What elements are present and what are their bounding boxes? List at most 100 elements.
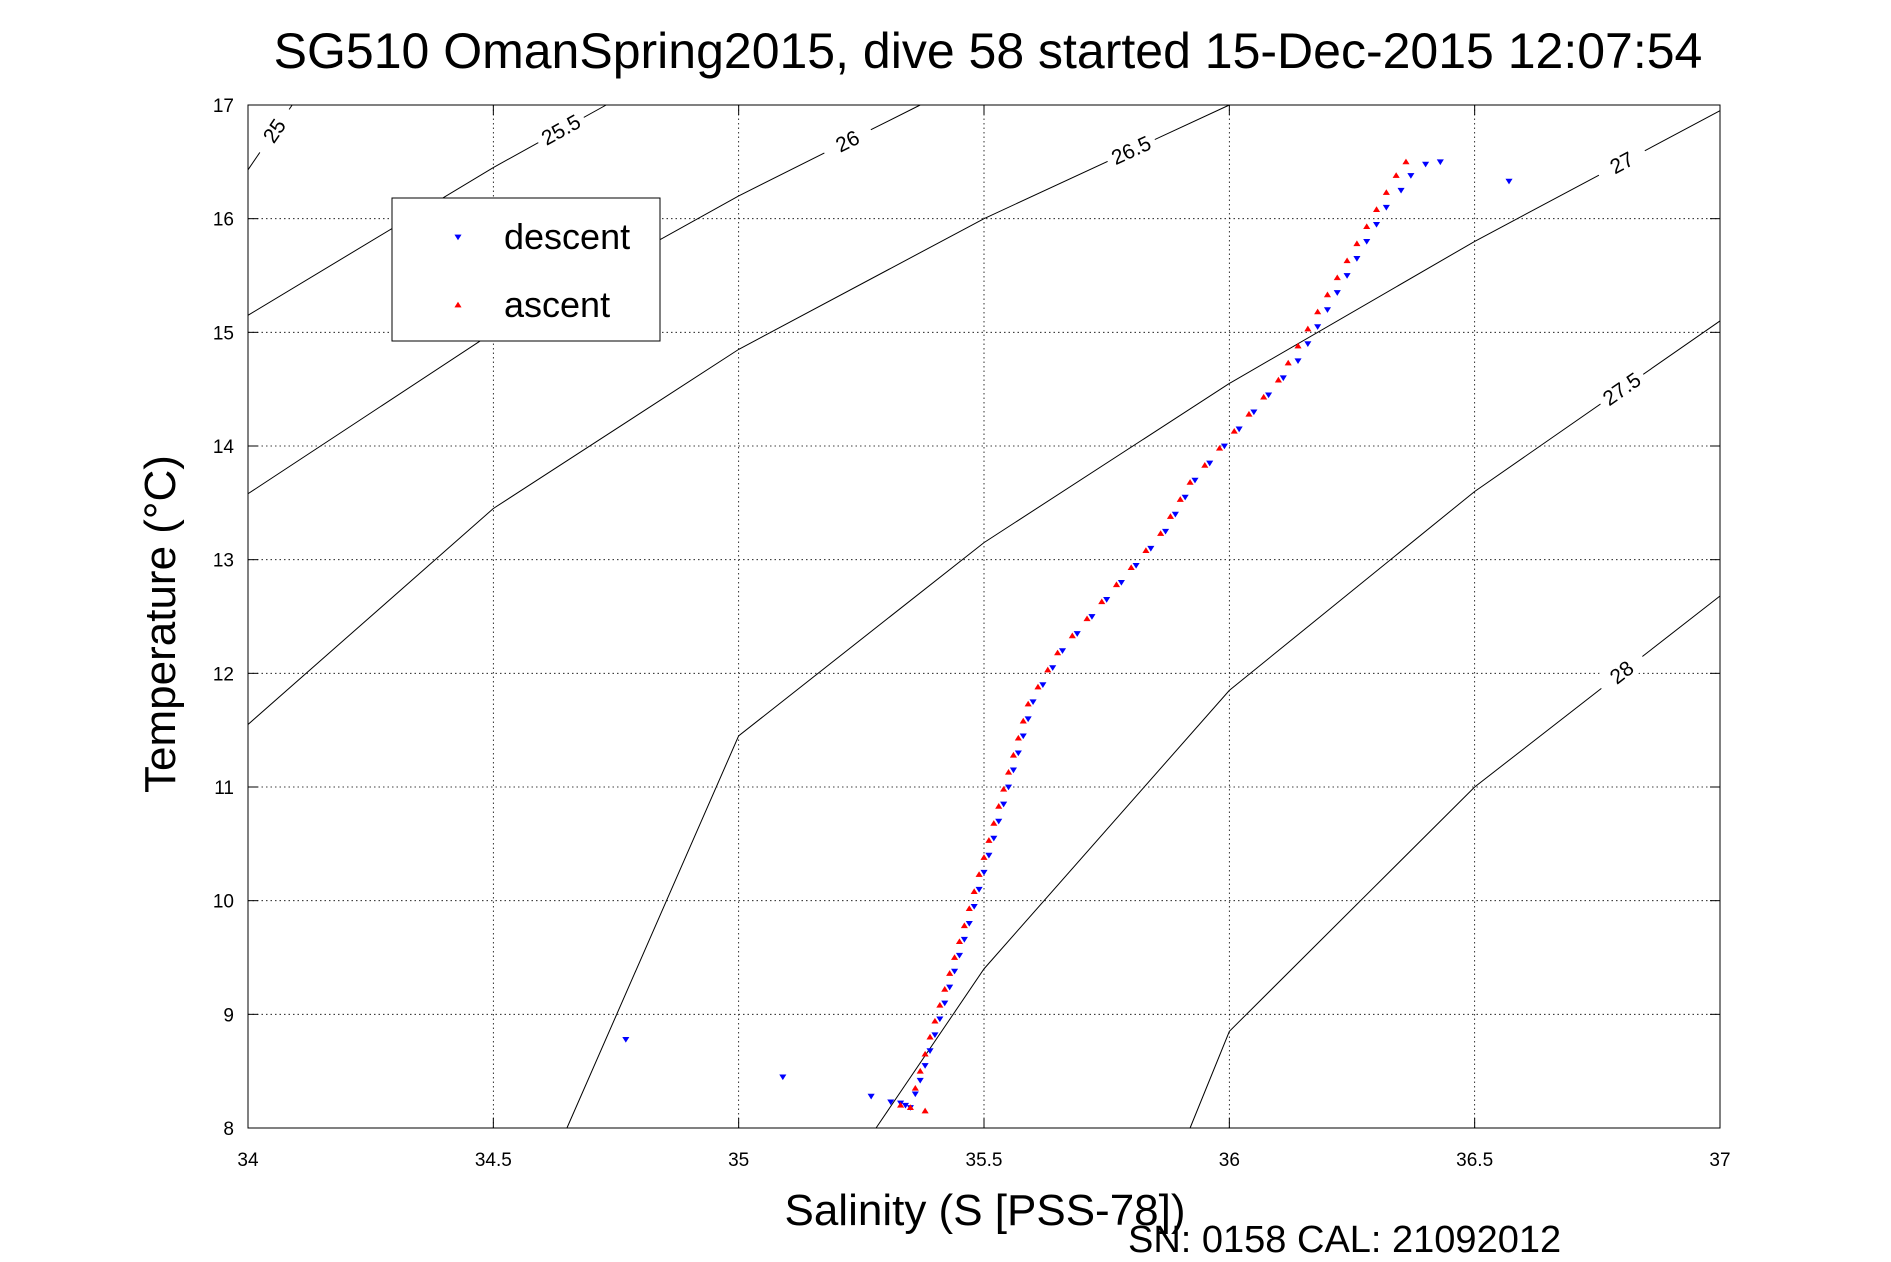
descent-point	[1191, 477, 1199, 484]
ascent-point	[1402, 158, 1410, 165]
descent-point	[1014, 750, 1022, 757]
descent-point	[1019, 733, 1027, 740]
ascent-point	[921, 1107, 929, 1114]
y-tick-label: 9	[223, 1005, 234, 1026]
x-tick-label: 36.5	[1456, 1150, 1493, 1171]
ascent-point	[1166, 513, 1174, 519]
descent-point	[1206, 460, 1214, 467]
descent-point	[1422, 161, 1430, 168]
ascent-point	[946, 970, 954, 976]
descent-point	[1162, 528, 1170, 535]
x-tick-label: 35.5	[966, 1150, 1003, 1171]
chart-title: SG510 OmanSpring2015, dive 58 started 15…	[274, 23, 1703, 79]
y-tick-label: 15	[213, 323, 234, 344]
ascent-point	[965, 905, 973, 912]
ascent-point	[936, 1001, 944, 1008]
descent-point	[1235, 426, 1243, 433]
descent-point	[990, 835, 998, 842]
ascent-point	[1034, 683, 1042, 690]
descent-point	[931, 1032, 939, 1039]
contour-line-27	[566, 110, 1721, 1129]
contour-label-bg	[1593, 363, 1650, 414]
ascent-point	[911, 1084, 919, 1091]
ascent-point	[941, 986, 949, 992]
descent-point	[955, 952, 964, 959]
calibration-footnote: SN: 0158 CAL: 21092012	[1128, 1219, 1561, 1261]
ascent-point	[1186, 479, 1194, 485]
descent-point	[1294, 358, 1302, 365]
ascent-point	[1083, 615, 1091, 622]
descent-point	[1000, 801, 1008, 808]
ascent-point	[1044, 666, 1052, 673]
x-tick-label: 37	[1709, 1150, 1730, 1171]
ascent-point	[926, 1033, 934, 1040]
ascent-point	[1245, 410, 1253, 417]
descent-point	[916, 1077, 924, 1084]
ascent-point	[1323, 291, 1332, 298]
ascent-point	[1019, 717, 1027, 724]
ascent-point	[985, 837, 993, 843]
ascent-point	[931, 1017, 939, 1024]
descent-point	[1073, 631, 1081, 637]
y-tick-label: 17	[213, 96, 234, 117]
legend-label-descent: descent	[504, 216, 630, 257]
ascent-point	[1304, 325, 1312, 332]
descent-point	[951, 968, 959, 975]
descent-point	[1147, 545, 1155, 552]
ascent-point	[1230, 427, 1238, 434]
axis-ticks: 34 34.5 35 35.5 36 36.5 37 8 9 10 11 12 13 14 15 16 17	[213, 96, 1731, 1171]
descent-point	[867, 1093, 875, 1100]
legend-marker-descent	[454, 234, 462, 241]
y-tick-label: 10	[213, 892, 234, 913]
descent-point	[980, 869, 988, 876]
x-tick-label: 36	[1219, 1150, 1240, 1171]
y-tick-label: 13	[213, 551, 234, 572]
ascent-point	[1142, 547, 1150, 553]
descent-point	[985, 852, 993, 859]
descent-point	[622, 1036, 630, 1043]
contour-label-bg	[1592, 139, 1650, 185]
descent-point	[1058, 648, 1067, 654]
contour-label-bg	[818, 118, 876, 163]
ascent-point	[906, 1104, 914, 1110]
ascent-point	[1215, 445, 1224, 451]
descent-point	[995, 818, 1003, 825]
x-tick-label: 35	[728, 1150, 749, 1171]
descent-point	[1314, 324, 1322, 330]
descent-point	[975, 886, 983, 893]
descent-point	[1117, 579, 1125, 586]
contour-label-bg	[1102, 127, 1160, 172]
ascent-point	[1372, 206, 1381, 212]
legend-label-ascent: ascent	[504, 284, 610, 325]
ascent-point	[995, 803, 1003, 809]
y-tick-label: 14	[213, 437, 235, 458]
descent-point	[1250, 409, 1258, 416]
descent-point	[1407, 173, 1415, 179]
contour-label-bg	[1593, 646, 1650, 698]
descent-point	[1103, 597, 1111, 603]
descent-point	[960, 936, 968, 943]
descent-point	[1009, 767, 1017, 774]
descent-point	[921, 1063, 929, 1069]
ascent-point	[1127, 564, 1135, 571]
ascent-point	[980, 854, 988, 860]
ascent-point	[960, 922, 968, 929]
descent-point	[941, 1000, 949, 1007]
descent-point	[965, 920, 973, 927]
ascent-point	[955, 938, 964, 944]
descent-point	[1353, 256, 1361, 262]
descent-point	[1436, 159, 1444, 166]
ascent-point	[1112, 581, 1121, 588]
descent-point	[1132, 562, 1140, 569]
descent-point	[936, 1016, 944, 1023]
descent-point	[970, 903, 978, 910]
ascent-point	[1157, 530, 1165, 536]
descent-point	[911, 1091, 919, 1098]
data-points	[622, 158, 1513, 1114]
descent-point	[1304, 341, 1312, 347]
ascent-point	[1392, 172, 1400, 178]
descent-point	[1004, 784, 1013, 791]
ascent-point	[1004, 768, 1013, 775]
descent-point	[1029, 699, 1037, 706]
descent-point	[1049, 665, 1057, 671]
